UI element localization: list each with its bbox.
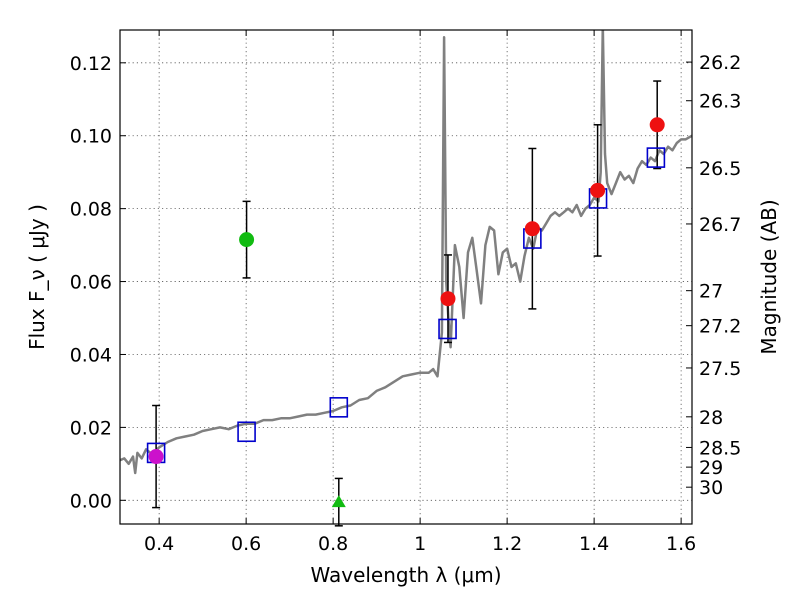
x-tick-label: 1.4 bbox=[579, 533, 609, 555]
y-tick-label: 0.06 bbox=[70, 272, 112, 294]
y-tick-label: 0.04 bbox=[70, 344, 112, 366]
mag-tick-label: 26.3 bbox=[699, 91, 741, 113]
right-axis-label: Magnitude (AB) bbox=[757, 199, 781, 354]
y-tick-label: 0.12 bbox=[70, 53, 112, 75]
error-bars-layer bbox=[152, 80, 662, 527]
y-tick-label: 0.02 bbox=[70, 417, 112, 439]
observed-point-marker bbox=[524, 221, 540, 237]
observed-point-marker bbox=[148, 449, 164, 465]
mag-tick-label: 28 bbox=[699, 407, 723, 429]
observed-point-marker bbox=[239, 232, 255, 248]
observed-point-marker bbox=[649, 117, 665, 133]
sed-model-curve bbox=[120, 30, 692, 475]
mag-tick-label: 29 bbox=[699, 457, 723, 479]
plot-frame bbox=[119, 29, 693, 525]
x-tick-label: 1 bbox=[414, 533, 426, 555]
model-square-marker bbox=[237, 421, 256, 443]
x-tick-label: 0.6 bbox=[231, 533, 261, 555]
model-square-marker bbox=[329, 397, 349, 418]
mag-tick-label: 27.2 bbox=[699, 316, 741, 338]
mag-tick-label: 27 bbox=[699, 281, 723, 303]
data-points-layer bbox=[146, 117, 666, 508]
x-tick-label: 1.2 bbox=[492, 533, 522, 555]
y-tick-label: 0.10 bbox=[70, 126, 112, 148]
mag-tick-label: 26.5 bbox=[699, 158, 741, 180]
x-tick-label: 0.8 bbox=[318, 533, 348, 555]
x-tick-label: 1.6 bbox=[666, 533, 696, 555]
x-tick-label: 0.4 bbox=[144, 533, 174, 555]
observed-point-marker bbox=[440, 291, 456, 307]
x-axis-label: Wavelength λ (μm) bbox=[310, 563, 501, 587]
mag-tick-label: 28.5 bbox=[699, 437, 741, 459]
observed-point-marker bbox=[590, 182, 606, 198]
upper-limit-triangle-marker bbox=[331, 495, 346, 508]
mag-tick-label: 26.7 bbox=[699, 214, 741, 236]
sed-model-layer bbox=[120, 30, 692, 475]
axis-ticks: 0.4 0.6 0.8 1 1.2 1.4 1.6 0.00 0.02 0.04 0.06 0.08 0… bbox=[70, 30, 741, 555]
y-tick-label: 0.00 bbox=[70, 490, 112, 512]
gridlines bbox=[120, 30, 692, 524]
y-axis-label: Flux F_ν ( μJy ) bbox=[25, 204, 49, 350]
model-square-marker bbox=[646, 147, 666, 168]
mag-tick-label: 27.5 bbox=[699, 358, 741, 380]
mag-tick-label: 30 bbox=[699, 477, 723, 499]
mag-tick-label: 26.2 bbox=[699, 52, 741, 74]
y-tick-label: 0.08 bbox=[70, 199, 112, 221]
model-square-marker bbox=[438, 318, 457, 340]
